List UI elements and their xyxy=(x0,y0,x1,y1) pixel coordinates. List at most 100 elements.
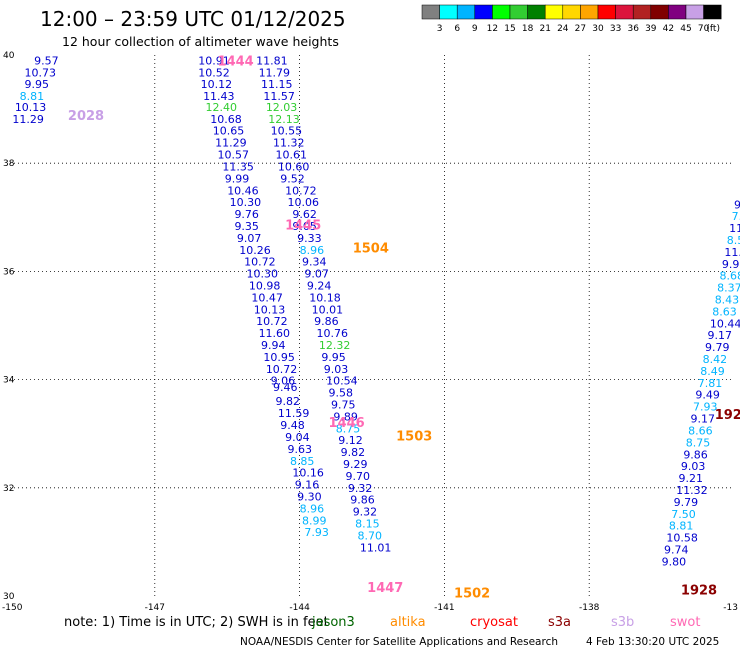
pass-time-label: 1444 xyxy=(218,54,254,69)
wave-height-label: 11.59 xyxy=(278,407,310,420)
wave-height-label: 9.89 xyxy=(333,410,358,423)
footer: note: 1) Time is in UTC; 2) SWH is in fe… xyxy=(64,615,719,648)
wave-height-label: 10.46 xyxy=(227,184,259,197)
pass-time-label: 1928 xyxy=(681,584,717,599)
color-scale-swatch xyxy=(474,4,493,20)
pass-time-labels: 1444 2028 1445 1504 1446 1503 1447 1502 1927 1928 xyxy=(68,54,740,601)
color-scale-label: 45 xyxy=(680,24,691,34)
satellite-legend-entry: swot xyxy=(670,615,700,630)
wave-height-label: 10.16 xyxy=(292,467,324,480)
wave-height-label: 8.81 xyxy=(20,90,45,103)
satellite-legend-entry: altika xyxy=(390,615,426,630)
color-scale-swatch xyxy=(439,4,458,20)
wave-height-label: 9.03 xyxy=(681,460,706,473)
chart-subtitle: 12 hour collection of altimeter wave hei… xyxy=(62,34,339,49)
y-tick-label: 36 xyxy=(3,267,15,277)
wave-height-label: 8.42 xyxy=(703,353,728,366)
wave-height-label: 9.03 xyxy=(324,363,349,376)
wave-height-label: 9.79 xyxy=(705,341,730,354)
wave-height-label: 11.81 xyxy=(256,54,288,67)
color-scale-label: 6 xyxy=(454,24,460,34)
pass-time-label: 1504 xyxy=(353,242,389,257)
wave-height-label: 10.68 xyxy=(210,113,242,126)
color-scale-swatch xyxy=(421,4,440,20)
wave-height-label: 11.57 xyxy=(263,90,295,103)
x-tick-label: -13 xyxy=(723,603,738,613)
wave-height-label: 9.95 xyxy=(24,78,49,91)
satellite-legend: jason3 altika cryosat s3a s3b swot xyxy=(311,615,700,630)
wave-height-label: 10.72 xyxy=(285,184,317,197)
wave-height-label: 9.17 xyxy=(691,413,716,426)
wave-height-label: 9.46 xyxy=(273,381,298,394)
y-tick-label: 30 xyxy=(3,592,15,602)
wave-height-label: 10.30 xyxy=(247,268,278,281)
wave-height-label: 10.12 xyxy=(201,78,233,91)
wave-height-labels: 9.5710.739.958.8110.1311.2910.9110.5210.… xyxy=(12,54,740,568)
wave-height-label: 9.32 xyxy=(348,482,373,495)
wave-height-label: 11.01 xyxy=(360,541,392,554)
wave-height-label: 9.12 xyxy=(338,434,363,447)
wave-height-label: 10.95 xyxy=(263,351,295,364)
color-scale-swatch xyxy=(632,4,652,20)
y-tick-label: 38 xyxy=(3,159,15,169)
color-scale-swatch xyxy=(509,4,528,20)
wave-height-label: 10.01 xyxy=(312,303,344,316)
wave-height-label: 10.18 xyxy=(309,291,341,304)
color-scale-label: 30 xyxy=(592,24,604,34)
wave-height-label: 10.72 xyxy=(244,256,275,269)
wave-height-label: 9.92 xyxy=(722,258,740,271)
x-tick-label: -150 xyxy=(2,603,23,613)
color-scale-swatch xyxy=(597,4,616,20)
color-scale-swatch xyxy=(615,4,634,20)
wave-height-label: 10.58 xyxy=(666,532,698,545)
color-scale-label: 36 xyxy=(627,24,639,34)
color-scale-swatch xyxy=(685,4,704,20)
wave-height-label: 11.60 xyxy=(259,327,291,340)
y-tick-label: 32 xyxy=(3,484,14,494)
pass-time-label: 1503 xyxy=(396,429,432,444)
color-scale-label: 9 xyxy=(472,24,478,34)
wave-height-label: 10.91 xyxy=(198,54,230,67)
wave-height-label: 9.80 xyxy=(662,555,687,568)
color-scale-swatch xyxy=(650,4,669,20)
wave-height-label: 7.50 xyxy=(671,508,696,521)
color-scale-legend: 3 6 9 12 15 18 21 24 27 30 33 36 39 42 45 70(ft) xyxy=(421,4,722,34)
wave-height-label: 8.70 xyxy=(358,529,383,542)
wave-height-label: 8.96 xyxy=(300,502,325,515)
credit-text: NOAA/NESDIS Center for Satellite Applica… xyxy=(240,636,558,648)
wave-height-label: 8.15 xyxy=(355,518,380,531)
wave-height-label: 11.90 xyxy=(729,222,740,235)
wave-height-label: 9.30 xyxy=(297,490,322,503)
wave-height-label: 7.93 xyxy=(304,526,329,539)
wave-height-label: 12.03 xyxy=(266,101,298,114)
color-scale-swatch xyxy=(527,4,546,20)
color-scale-label: 24 xyxy=(557,24,569,34)
wave-height-label: 9.86 xyxy=(683,448,708,461)
wave-height-label: 9.35 xyxy=(234,220,259,233)
wave-height-label: 9.07 xyxy=(237,232,262,245)
wave-height-label: 12.40 xyxy=(205,101,237,114)
wave-height-label: 9.70 xyxy=(345,470,370,483)
pass-time-label: 1447 xyxy=(367,581,403,596)
pass-time-label: 1446 xyxy=(329,416,365,431)
wave-height-label: 9.79 xyxy=(674,496,699,509)
pass-time-label: 1445 xyxy=(285,218,321,233)
wave-height-label: 9.75 xyxy=(331,398,356,411)
wave-height-label: 11.43 xyxy=(203,90,235,103)
color-scale-label: 12 xyxy=(487,24,498,34)
wave-height-label: 11.35 xyxy=(222,160,254,173)
satellite-legend-entry: s3b xyxy=(611,615,634,630)
color-scale-label: 18 xyxy=(522,24,534,34)
wave-height-label: 11.29 xyxy=(215,137,247,150)
wave-height-label: 8.49 xyxy=(700,365,725,378)
wave-height-label: 9.52 xyxy=(280,172,305,185)
wave-height-label: 8.99 xyxy=(302,514,327,527)
wave-height-label: 9.48 xyxy=(280,419,305,432)
gridlines xyxy=(10,55,734,596)
wave-height-label: 9.57 xyxy=(34,54,59,67)
wave-height-label: 11.32 xyxy=(676,484,708,497)
color-scale-label: 39 xyxy=(645,24,657,34)
x-tick-label: -144 xyxy=(289,603,310,613)
x-tick-label: -138 xyxy=(579,603,600,613)
